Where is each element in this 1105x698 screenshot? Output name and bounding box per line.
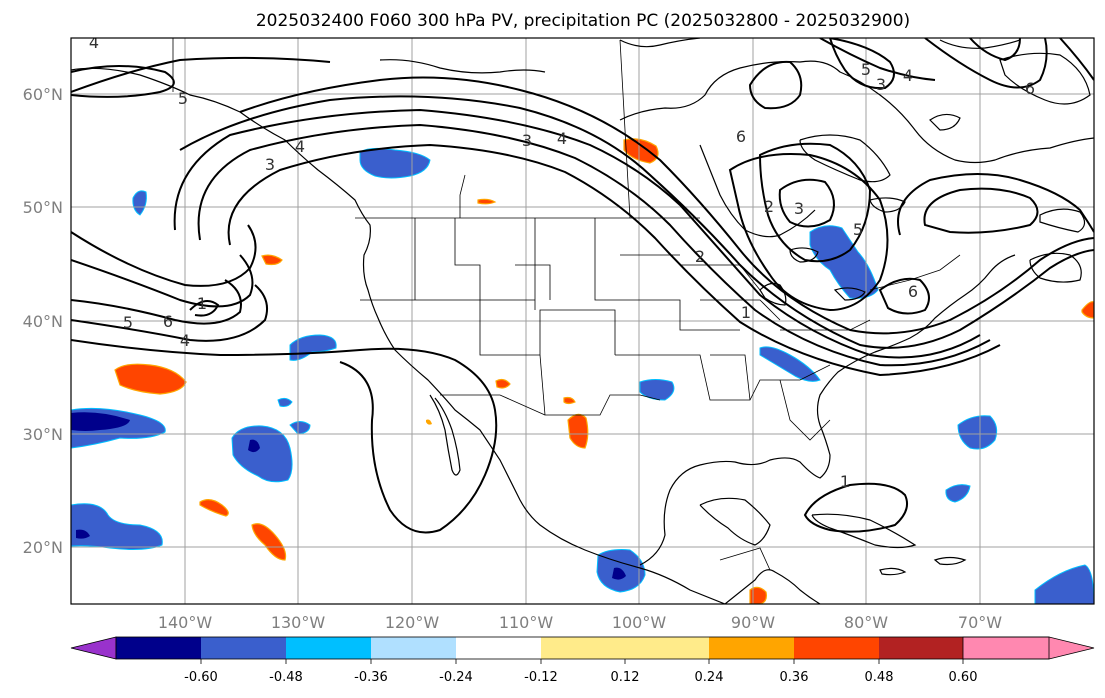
lon-label: 110°W (499, 613, 554, 632)
pv-label: 4 (903, 66, 913, 85)
map-panel: 4 5 3 4 5 6 4 3 4 6 3 2 1 1 5 6 4 3 2 5 (70, 33, 1095, 605)
lat-label: 60°N (23, 85, 63, 104)
colorbar-bin (709, 637, 794, 659)
pv-label: 5 (861, 60, 871, 79)
colorbar-extend-right (962, 636, 1095, 660)
pv-label: 3 (265, 155, 275, 174)
lon-label: 120°W (385, 613, 440, 632)
colorbar-tick-label: -0.12 (524, 670, 558, 685)
longitude-labels: 140°W 130°W 120°W 110°W 100°W 90°W 80°W … (158, 613, 1002, 632)
pv-contours (71, 38, 1094, 534)
colorbar-frame (115, 636, 1050, 660)
precip-negative-area (945, 484, 971, 503)
precip-negative-core (248, 439, 260, 453)
colorbar-bin (794, 637, 879, 659)
colorbar-tick-label: 0.60 (949, 670, 978, 685)
colorbar-bin (879, 637, 963, 659)
precip-negative-area (231, 425, 293, 483)
latitude-labels: 60°N 50°N 40°N 30°N 20°N (23, 85, 63, 557)
colorbar-extend-left (70, 636, 117, 660)
precip-negative-area (809, 225, 879, 299)
lon-label: 70°W (958, 613, 1002, 632)
lat-label: 50°N (23, 198, 63, 217)
pv-label: 2 (695, 247, 705, 266)
colorbar-bin (286, 637, 371, 659)
lat-label: 40°N (23, 312, 63, 331)
colorbar-tick-label: -0.24 (439, 670, 473, 685)
colorbar-ticks (200, 659, 964, 664)
pv-label: 5 (853, 220, 863, 239)
colorbar-tick-label: -0.48 (269, 670, 303, 685)
colorbar-tick-label: -0.60 (184, 670, 218, 685)
precip-positive-area (563, 396, 576, 405)
precip-negative-core (76, 529, 90, 539)
precip-positive-area (426, 419, 432, 425)
colorbar-tick-label: 0.24 (695, 670, 724, 685)
colorbar-tick-label: 0.12 (611, 670, 640, 685)
colorbar-tick-label: -0.36 (354, 670, 388, 685)
lat-label: 30°N (23, 425, 63, 444)
colorbar-bin (541, 637, 709, 659)
precip-positive-area (261, 254, 283, 266)
precip-positive-area (199, 499, 229, 517)
colorbar-bin (371, 637, 456, 659)
lon-label: 100°W (612, 613, 667, 632)
precip-positive-area (1081, 301, 1094, 319)
pv-label: 6 (736, 127, 746, 146)
colorbar-tick-label: 0.48 (865, 670, 894, 685)
pv-label: 3 (522, 131, 532, 150)
pv-contour-labels: 4 5 3 4 5 6 4 3 4 6 3 2 1 1 5 6 4 3 2 5 (89, 33, 1035, 491)
pv-label: 5 (123, 313, 133, 332)
pv-label: 1 (840, 472, 850, 491)
lat-label: 20°N (23, 538, 63, 557)
lon-label: 90°W (731, 613, 775, 632)
precip-negative-area (277, 397, 293, 407)
pv-label: 6 (908, 282, 918, 301)
pv-label: 4 (557, 129, 567, 148)
pv-label: 3 (794, 199, 804, 218)
precip-negative-core (71, 412, 130, 431)
colorbar: -0.60 -0.48 -0.36 -0.24 -0.12 0.12 0.24 … (70, 636, 1095, 685)
colorbar-bin (116, 637, 201, 659)
precip-shading (71, 138, 1094, 604)
colorbar-bin (456, 637, 541, 659)
lon-label: 80°W (844, 613, 888, 632)
pv-label: 6 (1025, 79, 1035, 98)
lon-label: 130°W (271, 613, 326, 632)
colorbar-tick-label: 0.36 (780, 670, 809, 685)
pv-label: 5 (178, 89, 188, 108)
precip-positive-area (114, 363, 187, 395)
precip-positive-area (495, 378, 511, 389)
pv-label: 1 (741, 303, 751, 322)
pv-label: 4 (89, 33, 99, 52)
pv-label: 6 (163, 312, 173, 331)
pv-label: 4 (180, 331, 190, 350)
pv-label: 3 (876, 75, 886, 94)
plot-title: 2025032400 F060 300 hPa PV, precipitatio… (256, 11, 910, 31)
pv-label: 4 (295, 137, 305, 156)
precip-positive-area (251, 523, 287, 561)
coastlines (71, 38, 1094, 604)
pv-label: 1 (197, 294, 207, 313)
precip-positive-area (477, 198, 497, 205)
precip-positive-area (567, 413, 589, 449)
precip-negative-core (612, 567, 626, 580)
map-frame (70, 37, 1095, 605)
lon-label: 140°W (158, 613, 213, 632)
precip-negative-area (289, 421, 311, 435)
precip-negative-area (759, 346, 821, 382)
pv-label: 2 (764, 197, 774, 216)
precip-negative-area (132, 190, 147, 216)
colorbar-bin (201, 637, 286, 659)
precip-positive-area (749, 586, 767, 604)
